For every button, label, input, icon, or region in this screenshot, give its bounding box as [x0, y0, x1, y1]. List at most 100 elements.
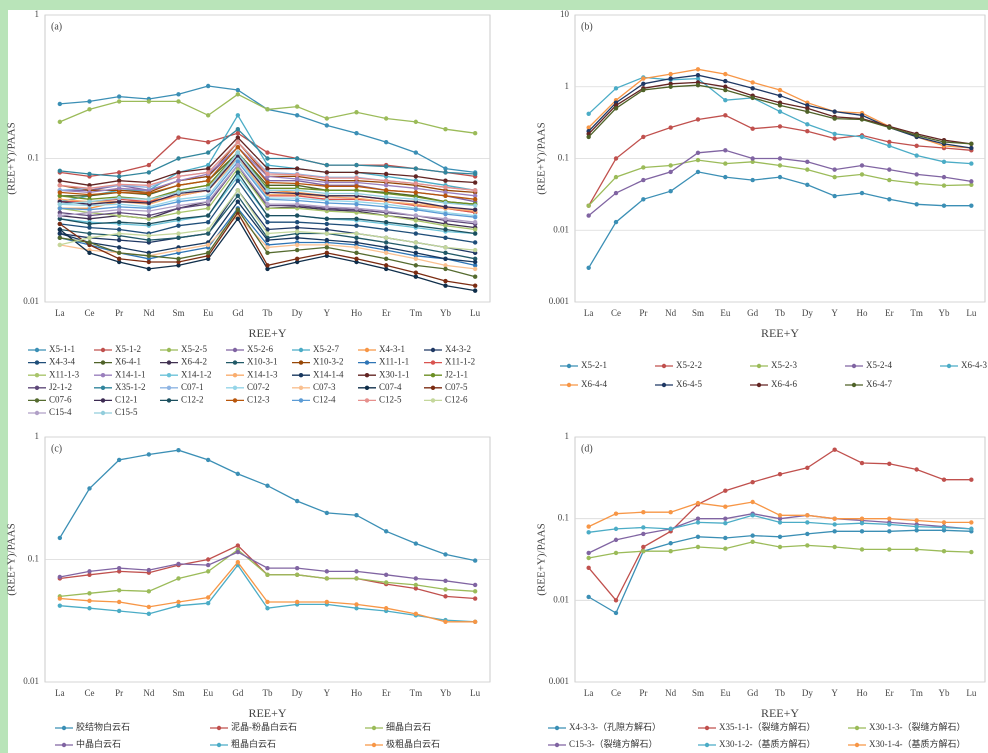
data-point [265, 250, 270, 256]
legend-marker [100, 347, 106, 353]
data-point [176, 199, 181, 204]
data-point [613, 610, 619, 616]
data-point [941, 203, 947, 208]
data-point [668, 163, 673, 168]
data-point [265, 188, 270, 193]
data-point [87, 591, 92, 596]
x-tick-label: Sm [692, 308, 704, 318]
legend-label: C12-6 [445, 394, 468, 404]
data-point [668, 76, 673, 81]
data-point [235, 207, 241, 212]
data-point [969, 526, 974, 532]
data-point [176, 92, 181, 97]
data-point [87, 250, 92, 256]
data-point [116, 569, 122, 574]
data-point [443, 204, 448, 210]
data-point [969, 182, 974, 187]
data-point [695, 150, 701, 156]
x-tick-label: Nd [665, 688, 676, 698]
data-point [146, 99, 152, 104]
data-point [443, 278, 448, 284]
x-tick-label: Er [382, 308, 391, 318]
x-axis-label: REE+Y [761, 326, 799, 340]
data-point [87, 192, 92, 197]
data-point [354, 576, 359, 581]
x-tick-label: Y [831, 688, 838, 698]
data-point [472, 214, 478, 220]
data-point [832, 529, 837, 534]
y-tick-label: 0.001 [549, 296, 569, 306]
legend-label: X11-1-3 [49, 369, 80, 379]
data-point [205, 195, 211, 201]
data-point [586, 565, 591, 571]
legend-marker [34, 360, 40, 365]
data-point [354, 216, 359, 222]
data-point [57, 183, 63, 188]
y-tick-label: 0.01 [553, 594, 569, 604]
legend-label: C12-1 [115, 394, 138, 404]
data-point [87, 235, 92, 241]
legend-label: X30-1-2-（基质方解石） [719, 738, 816, 749]
legend-label: C07-3 [313, 382, 336, 392]
legend-label: X5-1-2 [115, 344, 141, 354]
data-point [723, 113, 728, 118]
data-point [354, 512, 359, 518]
data-point [723, 488, 728, 493]
data-point [443, 283, 448, 288]
data-point [87, 199, 92, 204]
data-point [805, 531, 810, 537]
data-point [176, 263, 181, 268]
data-point [641, 76, 646, 81]
data-point [750, 479, 755, 485]
data-point [176, 448, 181, 453]
x-tick-label: Y [831, 308, 838, 318]
data-point [832, 131, 837, 137]
panel-label: (c) [51, 443, 62, 454]
y-tick-label: 0.1 [28, 153, 39, 163]
data-point [116, 457, 122, 463]
data-point [265, 606, 270, 611]
data-point [413, 611, 419, 617]
data-point [383, 606, 389, 611]
y-tick-label: 1 [565, 431, 570, 441]
data-point [914, 202, 919, 207]
data-point [265, 483, 270, 488]
data-point [176, 178, 181, 183]
data-point [57, 535, 63, 541]
legend-label: X6-4-1 [115, 357, 141, 367]
data-point [294, 242, 300, 248]
data-point [914, 133, 919, 138]
data-point [859, 172, 865, 177]
data-point [472, 131, 478, 136]
data-point [383, 529, 389, 534]
data-point [324, 250, 330, 256]
data-point [57, 101, 63, 107]
legend-label: C12-2 [181, 394, 204, 404]
data-point [805, 129, 810, 134]
data-point [969, 179, 974, 184]
legend-marker [216, 725, 222, 731]
data-point [383, 266, 389, 272]
data-point [668, 169, 673, 175]
data-point [413, 166, 419, 171]
data-point [205, 256, 211, 262]
data-point [146, 162, 152, 168]
data-point [750, 80, 755, 85]
data-point [586, 265, 591, 270]
data-point [235, 113, 241, 118]
data-point [443, 578, 448, 584]
data-point [723, 84, 728, 89]
data-point [176, 259, 181, 265]
legend-marker [756, 363, 762, 369]
data-point [205, 186, 211, 191]
data-point [265, 107, 270, 112]
data-point [472, 283, 478, 288]
legend-marker [661, 363, 667, 369]
data-point [832, 116, 837, 121]
x-tick-label: Y [324, 308, 331, 318]
data-point [443, 227, 448, 232]
legend-label: X11-1-1 [379, 357, 409, 367]
x-tick-label: La [584, 308, 594, 318]
data-point [969, 141, 974, 147]
x-tick-label: Tm [910, 688, 923, 698]
